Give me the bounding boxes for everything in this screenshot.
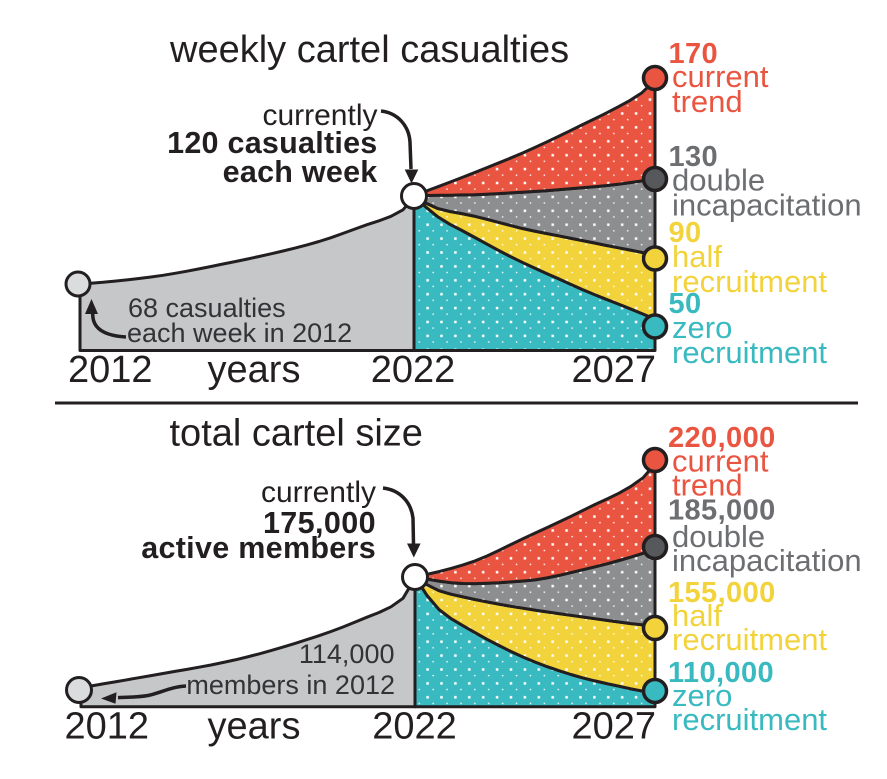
svg-text:zero: zero [672,678,732,713]
svg-text:each week in 2012: each week in 2012 [127,318,352,348]
svg-text:2012: 2012 [68,349,153,391]
svg-text:years: years [208,349,301,391]
svg-text:110,000: 110,000 [668,657,774,689]
svg-text:2027: 2027 [571,706,656,748]
svg-text:currently: currently [262,99,377,132]
svg-text:170: 170 [669,38,719,70]
svg-text:zero: zero [672,310,732,345]
svg-text:trend: trend [672,84,743,119]
svg-text:years: years [208,706,301,748]
svg-text:130: 130 [669,141,719,173]
svg-text:68 casualties: 68 casualties [128,293,286,323]
svg-text:currently: currently [261,476,376,509]
svg-text:weekly cartel casualties: weekly cartel casualties [169,29,569,71]
svg-text:half: half [672,239,722,274]
svg-text:half: half [672,598,722,633]
svg-text:185,000: 185,000 [668,495,776,527]
svg-text:double: double [672,163,765,198]
svg-text:active members: active members [141,531,376,565]
svg-text:50: 50 [669,288,702,320]
svg-text:220,000: 220,000 [668,422,776,454]
svg-text:155,000: 155,000 [668,577,776,609]
svg-text:2027: 2027 [571,349,656,391]
svg-text:2022: 2022 [371,349,456,391]
svg-text:double: double [672,519,765,554]
svg-text:recruitment: recruitment [672,264,827,299]
svg-text:members in 2012: members in 2012 [186,670,395,700]
svg-text:90: 90 [669,217,702,249]
svg-text:2022: 2022 [372,706,457,748]
svg-text:incapacitation: incapacitation [672,188,862,223]
svg-text:120 casualties: 120 casualties [167,126,377,160]
svg-text:recruitment: recruitment [672,702,827,737]
svg-text:incapacitation: incapacitation [672,543,862,578]
svg-text:2012: 2012 [65,706,150,748]
svg-text:current: current [672,59,769,94]
svg-text:recruitment: recruitment [672,622,827,657]
svg-text:114,000: 114,000 [299,639,395,669]
svg-text:current: current [672,444,769,479]
svg-text:175,000: 175,000 [263,506,376,540]
svg-text:total cartel size: total cartel size [170,413,423,455]
svg-text:each week: each week [223,155,378,189]
svg-text:recruitment: recruitment [672,335,827,370]
svg-text:trend: trend [672,468,743,503]
